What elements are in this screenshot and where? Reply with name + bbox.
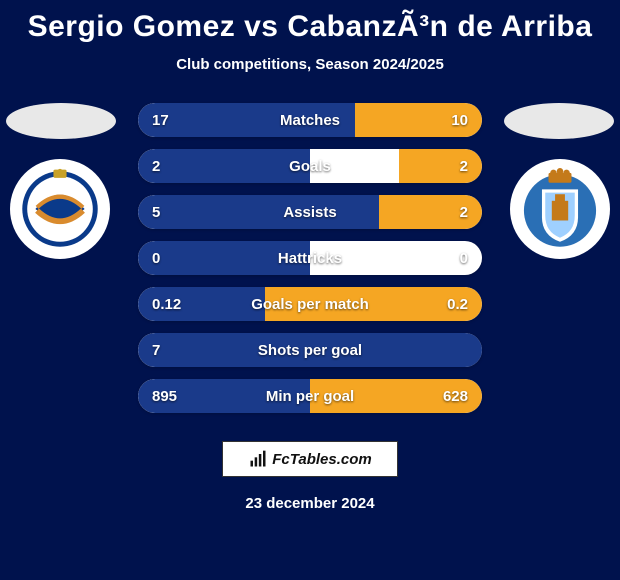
bar-label: Goals per match: [138, 287, 482, 321]
footer-site-logo: FcTables.com: [222, 441, 398, 477]
stat-bar: 22Goals: [138, 149, 482, 183]
page-subtitle: Club competitions, Season 2024/2025: [0, 56, 620, 73]
stat-bar: 52Assists: [138, 195, 482, 229]
bar-label: Min per goal: [138, 379, 482, 413]
club-crest-icon: [519, 168, 601, 250]
footer-date: 23 december 2024: [0, 495, 620, 512]
stat-bar: 00Hattricks: [138, 241, 482, 275]
team-badge-left: [10, 159, 110, 259]
stat-bar: 7Shots per goal: [138, 333, 482, 367]
bar-label: Shots per goal: [138, 333, 482, 367]
team-badge-right: [510, 159, 610, 259]
bars-column: 1710Matches 22Goals 52Assists 00Hattricks 0.…: [138, 103, 482, 413]
bar-label: Matches: [138, 103, 482, 137]
bar-label: Hattricks: [138, 241, 482, 275]
chart-icon: [248, 449, 268, 469]
side-ellipse-right: [504, 103, 614, 139]
side-ellipse-left: [6, 103, 116, 139]
bar-label: Goals: [138, 149, 482, 183]
bar-label: Assists: [138, 195, 482, 229]
stat-bar: 0.120.2Goals per match: [138, 287, 482, 321]
footer-site-text: FcTables.com: [272, 451, 371, 468]
stat-bar: 895628Min per goal: [138, 379, 482, 413]
stats-area: 1710Matches 22Goals 52Assists 00Hattricks 0.…: [0, 103, 620, 413]
page-title: Sergio Gomez vs CabanzÃ³n de Arriba: [0, 0, 620, 44]
stat-bar: 1710Matches: [138, 103, 482, 137]
club-crest-icon: [19, 168, 101, 250]
